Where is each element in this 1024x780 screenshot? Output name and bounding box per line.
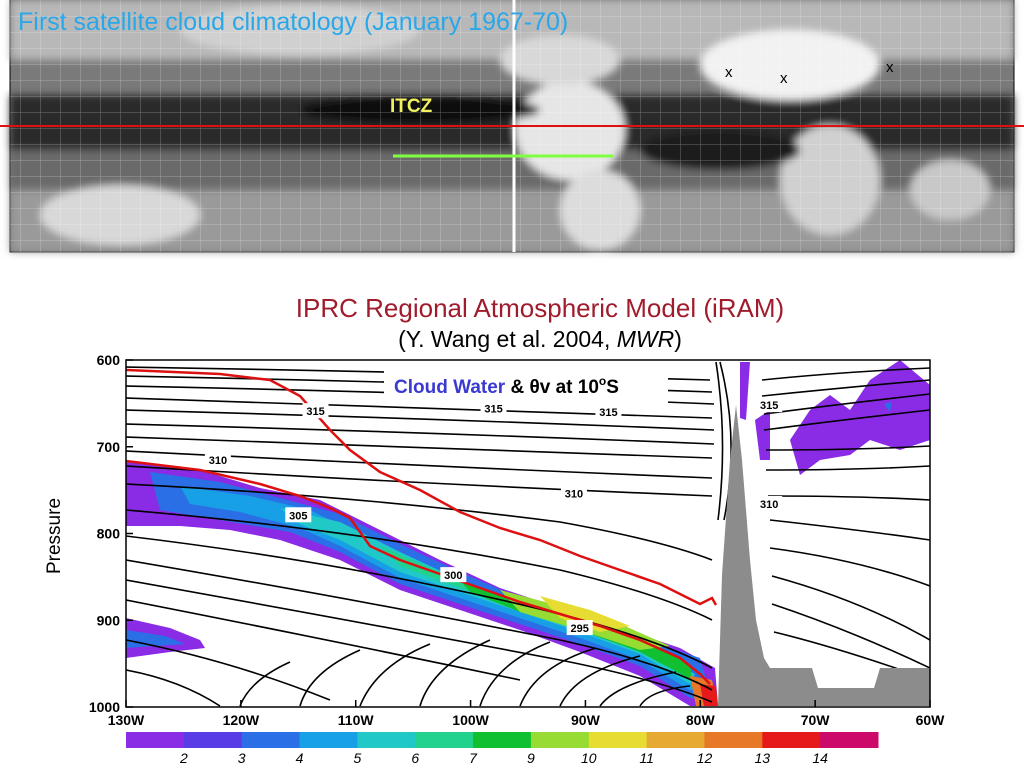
contour-label-bg [560, 485, 587, 501]
legend-label: Cloud Water & θv at 10oS [394, 374, 619, 398]
x-tick-label: 120W [223, 712, 260, 728]
x-axis-ticks: 130W 120W 110W 100W 90W 80W 70W 60W [108, 700, 945, 728]
y-axis-ticks: 600 700 800 900 1000 [89, 352, 133, 715]
x-tick-label: 100W [452, 712, 489, 728]
satellite-cloud-image: ITCZ x x x [0, 0, 1024, 253]
colorbar-swatch [762, 732, 821, 748]
legend-sup: o [599, 374, 606, 388]
marker-x-2: x [780, 70, 788, 87]
satellite-title: First satellite cloud climatology (Janua… [18, 8, 569, 36]
subtitle-journal: MWR [616, 326, 675, 352]
colorbar-swatch [646, 732, 705, 748]
contour-label: 300 [444, 570, 462, 582]
colorbar-swatch [530, 732, 590, 748]
red-boundary-lines [126, 368, 718, 685]
contour-label: 310 [209, 455, 227, 467]
y-tick-label: 600 [97, 352, 121, 368]
marker-x-1: x [725, 64, 733, 81]
x-tick-label: 80W [686, 712, 716, 728]
colorbar-swatch [299, 732, 358, 748]
contour-labels: 315 315 315 315 310 310 310 305 300 295 [204, 397, 783, 636]
colorbar-label: 7 [469, 750, 478, 766]
colorbar-label: 2 [179, 750, 188, 766]
contour-label: 315 [599, 407, 617, 419]
contour-label: 315 [760, 400, 778, 412]
contour-label: 310 [760, 499, 778, 511]
colorbar-label: 12 [697, 750, 713, 766]
colorbar-label: 6 [411, 750, 419, 766]
colorbar-swatch [473, 732, 532, 748]
contour-label-bg [204, 451, 231, 467]
colorbar-swatch [820, 732, 879, 748]
contour-label-bg [756, 496, 783, 512]
subtitle-prefix: (Y. Wang et al. 2004, [398, 326, 617, 352]
model-title: IPRC Regional Atmospheric Model (iRAM) [295, 293, 785, 323]
y-axis-label: Pressure [44, 498, 65, 574]
contour-label: 315 [484, 404, 502, 416]
contour-label-bg [302, 403, 329, 419]
contour-label-bg [480, 400, 507, 416]
legend-s: S [606, 377, 619, 398]
x-tick-label: 70W [801, 712, 831, 728]
x-tick-label: 110W [338, 712, 375, 728]
y-tick-label: 900 [97, 612, 121, 628]
colorbar-label: 4 [296, 750, 304, 766]
colorbar-label: 9 [527, 750, 535, 766]
colorbar: 2 3 4 5 6 7 9 10 11 12 13 14 [126, 732, 879, 766]
model-subtitle: (Y. Wang et al. 2004, MWR) [0, 326, 1024, 353]
contour-label: 295 [571, 623, 589, 635]
contour-label-bg [440, 567, 467, 583]
y-tick-label: 700 [97, 439, 121, 455]
colorbar-label: 14 [812, 750, 828, 766]
colorbar-label: 11 [639, 750, 654, 766]
contour-label-bg [595, 404, 622, 420]
contour-label: 315 [306, 406, 324, 418]
contour-label: 305 [289, 510, 307, 522]
x-tick-label: 130W [108, 712, 145, 728]
x-tick-label: 90W [571, 712, 601, 728]
colorbar-swatch [241, 732, 301, 748]
colorbar-label: 5 [353, 750, 361, 766]
colorbar-label: 3 [238, 750, 246, 766]
y-tick-label: 1000 [89, 699, 120, 715]
legend-theta: θv at 10 [529, 377, 598, 398]
contour-label-bg [285, 507, 312, 523]
colorbar-swatch [126, 732, 185, 748]
legend-cloud-water: Cloud Water [394, 377, 506, 398]
contour-label: 310 [565, 489, 583, 501]
y-tick-label: 800 [97, 526, 121, 542]
legend-amp: & [505, 377, 529, 398]
colorbar-swatch [415, 732, 474, 748]
marker-x-3: x [886, 59, 894, 76]
legend-box [384, 368, 668, 404]
colorbar-swatch [704, 732, 763, 748]
itcz-label: ITCZ [390, 96, 433, 117]
colorbar-swatch [588, 732, 648, 748]
colorbar-label: 13 [755, 750, 771, 766]
colorbar-label: 10 [581, 750, 597, 766]
colorbar-swatch [183, 732, 243, 748]
contour-label-bg [756, 397, 783, 413]
x-tick-label: 60W [916, 712, 946, 728]
terrain [718, 405, 930, 706]
colorbar-swatch [357, 732, 416, 748]
contour-label-bg [566, 620, 593, 636]
subtitle-suffix: ) [674, 326, 682, 352]
